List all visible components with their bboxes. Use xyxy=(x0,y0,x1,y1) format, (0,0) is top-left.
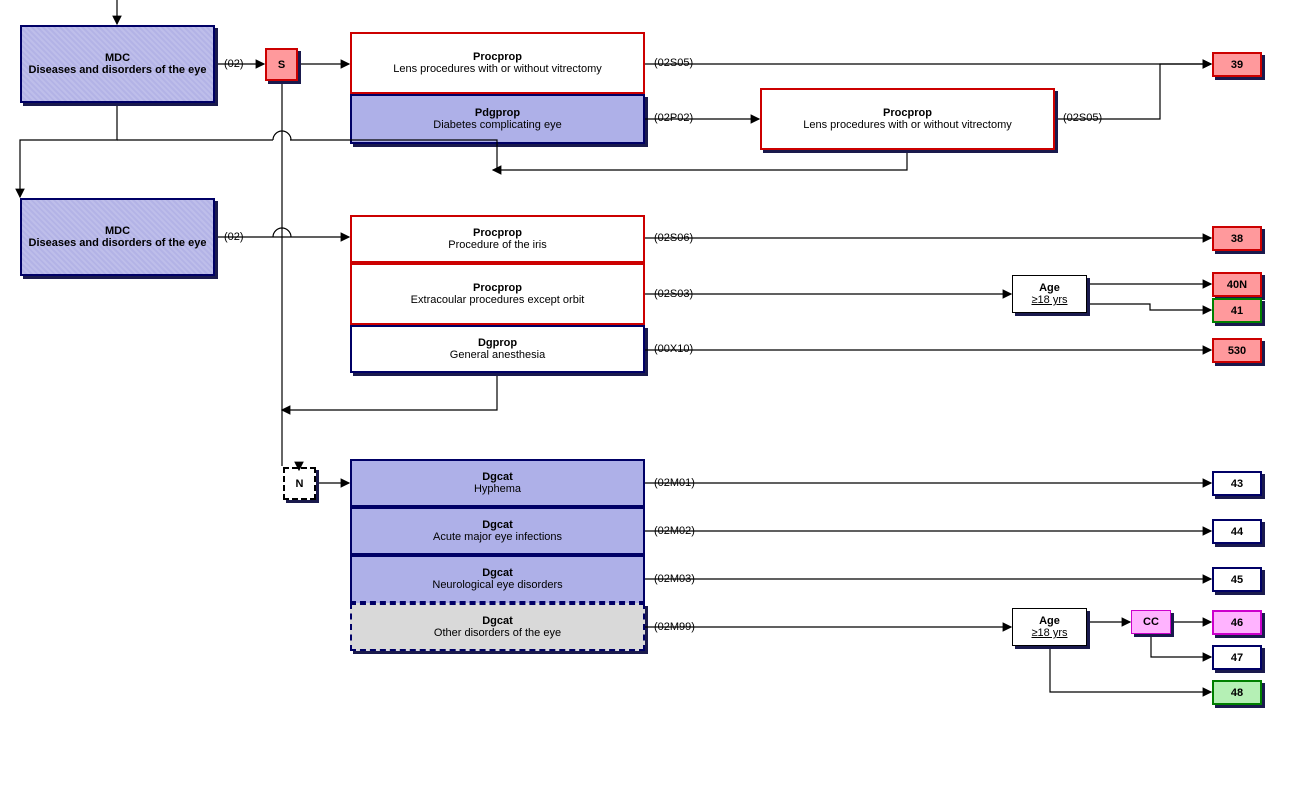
cc-box: CC xyxy=(1131,610,1171,634)
dgcat3-code: (02M03) xyxy=(654,573,695,585)
n-box: N xyxy=(283,467,316,500)
procprop2-node: Procprop Lens procedures with or without… xyxy=(760,88,1055,150)
dgcat3-title: Dgcat xyxy=(482,567,513,579)
res47-label: 47 xyxy=(1231,652,1243,664)
age1-title: Age xyxy=(1039,282,1060,294)
age-box-1: Age ≥18 yrs xyxy=(1012,275,1087,313)
mdc2-title: MDC xyxy=(105,225,130,237)
mdc1-code: (02) xyxy=(224,58,244,70)
mdc-node-2: MDC Diseases and disorders of the eye xyxy=(20,198,215,276)
mdc-node-1: MDC Diseases and disorders of the eye xyxy=(20,25,215,103)
res-40N: 40N xyxy=(1212,272,1262,297)
res41-label: 41 xyxy=(1231,305,1243,317)
res45-label: 45 xyxy=(1231,574,1243,586)
res-45: 45 xyxy=(1212,567,1262,592)
procprop2-title: Procprop xyxy=(883,107,932,119)
procprop4-code: (02S03) xyxy=(654,288,693,300)
n-label: N xyxy=(296,478,304,490)
res530-label: 530 xyxy=(1228,345,1246,357)
pdgprop-sub: Diabetes complicating eye xyxy=(433,119,561,131)
res-41: 41 xyxy=(1212,298,1262,323)
dgcat2-code: (02M02) xyxy=(654,525,695,537)
res38-label: 38 xyxy=(1231,233,1243,245)
dgcat4-code: (02M99) xyxy=(654,621,695,633)
dgcat4-node: Dgcat Other disorders of the eye xyxy=(350,603,645,651)
procprop4-title: Procprop xyxy=(473,282,522,294)
dgcat1-code: (02M01) xyxy=(654,477,695,489)
dgcat4-title: Dgcat xyxy=(482,615,513,627)
procprop1-title: Procprop xyxy=(473,51,522,63)
res44-label: 44 xyxy=(1231,526,1243,538)
procprop1-code: (02S05) xyxy=(654,57,693,69)
res-46: 46 xyxy=(1212,610,1262,635)
dgcat1-node: Dgcat Hyphema xyxy=(350,459,645,507)
mdc2-code: (02) xyxy=(224,231,244,243)
dgcat1-title: Dgcat xyxy=(482,471,513,483)
procprop3-code: (02S06) xyxy=(654,232,693,244)
res-47: 47 xyxy=(1212,645,1262,670)
res-48: 48 xyxy=(1212,680,1262,705)
age-box-2: Age ≥18 yrs xyxy=(1012,608,1087,646)
dgcat4-sub: Other disorders of the eye xyxy=(434,627,561,639)
dgprop-sub: General anesthesia xyxy=(450,349,545,361)
dgcat2-sub: Acute major eye infections xyxy=(433,531,562,543)
cc-label: CC xyxy=(1143,616,1159,628)
procprop3-title: Procprop xyxy=(473,227,522,239)
age1-sub: ≥18 yrs xyxy=(1032,294,1068,306)
res-44: 44 xyxy=(1212,519,1262,544)
mdc2-sub: Diseases and disorders of the eye xyxy=(29,237,207,249)
dgcat3-node: Dgcat Neurological eye disorders xyxy=(350,555,645,603)
procprop4-node: Procprop Extracoular procedures except o… xyxy=(350,263,645,325)
s-label: S xyxy=(278,59,285,71)
pdgprop-node: Pdgprop Diabetes complicating eye xyxy=(350,94,645,144)
procprop3-sub: Procedure of the iris xyxy=(448,239,546,251)
procprop4-sub: Extracoular procedures except orbit xyxy=(411,294,585,306)
dgcat2-node: Dgcat Acute major eye infections xyxy=(350,507,645,555)
res39-label: 39 xyxy=(1231,59,1243,71)
procprop2-code: (02S05) xyxy=(1063,112,1102,124)
age2-sub: ≥18 yrs xyxy=(1032,627,1068,639)
res48-label: 48 xyxy=(1231,687,1243,699)
dgcat2-title: Dgcat xyxy=(482,519,513,531)
res-43: 43 xyxy=(1212,471,1262,496)
procprop1-sub: Lens procedures with or without vitrecto… xyxy=(393,63,601,75)
procprop3-node: Procprop Procedure of the iris xyxy=(350,215,645,263)
mdc1-sub: Diseases and disorders of the eye xyxy=(29,64,207,76)
procprop1-node: Procprop Lens procedures with or without… xyxy=(350,32,645,94)
age2-title: Age xyxy=(1039,615,1060,627)
s-box: S xyxy=(265,48,298,81)
dgprop-code: (00X10) xyxy=(654,343,693,355)
pdgprop-code: (02P02) xyxy=(654,112,693,124)
res-39: 39 xyxy=(1212,52,1262,77)
dgprop-title: Dgprop xyxy=(478,337,517,349)
procprop2-sub: Lens procedures with or without vitrecto… xyxy=(803,119,1011,131)
res-530: 530 xyxy=(1212,338,1262,363)
res46-label: 46 xyxy=(1231,617,1243,629)
dgcat1-sub: Hyphema xyxy=(474,483,521,495)
mdc1-title: MDC xyxy=(105,52,130,64)
dgcat3-sub: Neurological eye disorders xyxy=(432,579,562,591)
pdgprop-title: Pdgprop xyxy=(475,107,520,119)
res-38: 38 xyxy=(1212,226,1262,251)
dgprop-node: Dgprop General anesthesia xyxy=(350,325,645,373)
res43-label: 43 xyxy=(1231,478,1243,490)
res40N-label: 40N xyxy=(1227,279,1247,291)
